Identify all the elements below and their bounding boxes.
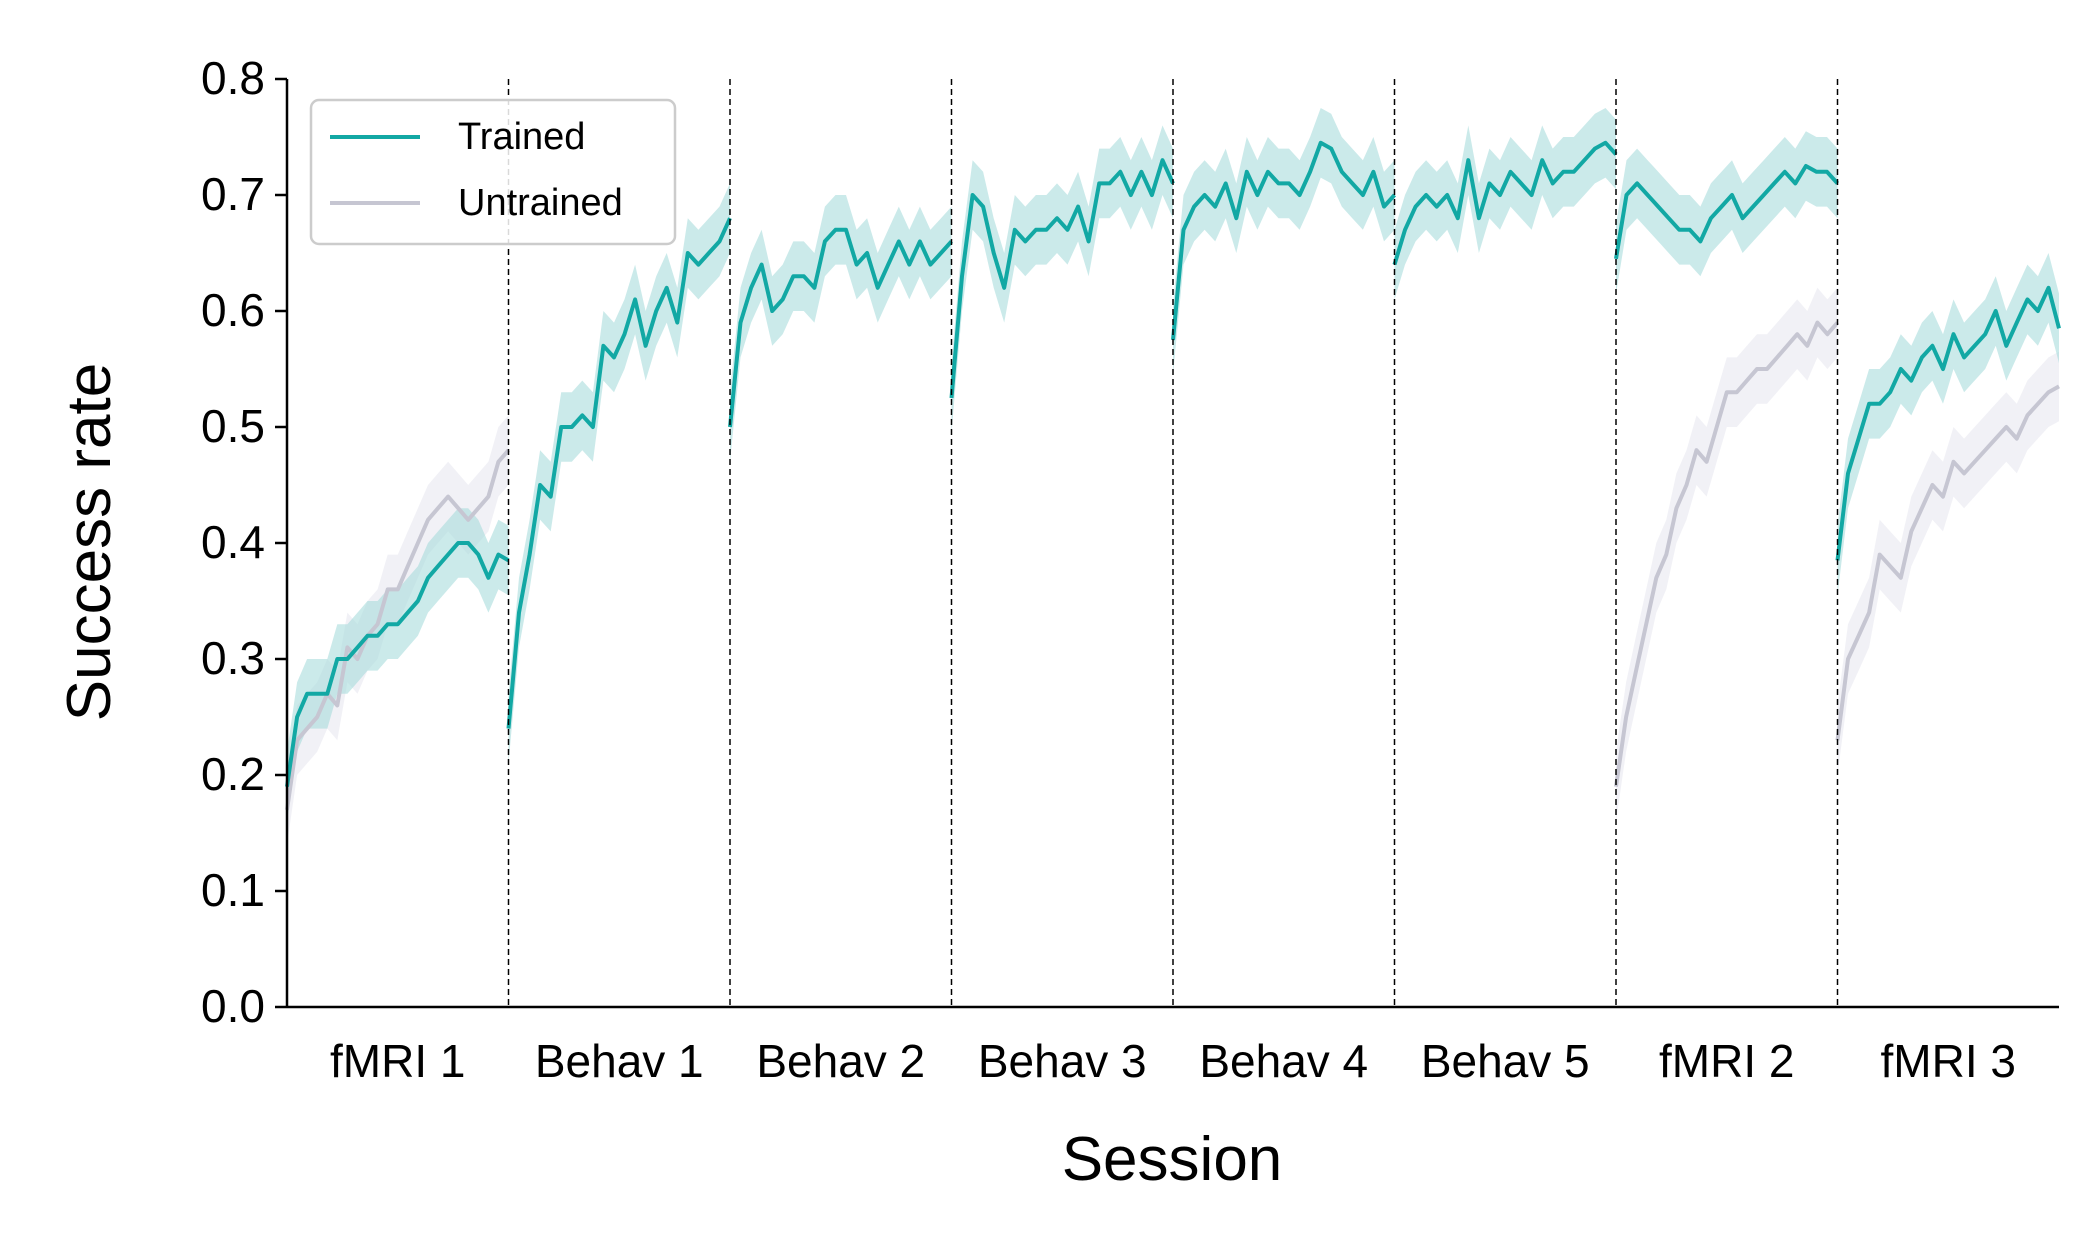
legend-label-untrained: Untrained (458, 182, 623, 224)
legend-label-trained: Trained (458, 116, 585, 158)
y-tick-label: 0.5 (201, 400, 265, 452)
axis-ticks: 0.0 0.1 0.2 0.3 0.4 0.5 0.6 0.7 0.8 fMRI 1 Behav 1… (201, 52, 2016, 1087)
y-tick-label: 0.0 (201, 980, 265, 1032)
y-tick-label: 0.4 (201, 516, 265, 568)
x-tick-label: Behav 1 (535, 1035, 704, 1087)
line-trained-3 (728, 227, 953, 428)
line-trained-5 (1171, 140, 1396, 341)
y-tick-label: 0.7 (201, 168, 265, 220)
x-tick-label: Behav 2 (756, 1035, 925, 1087)
band-trained-5 (1173, 108, 1395, 375)
y-tick-label: 0.2 (201, 748, 265, 800)
line-trained-7 (1614, 164, 1839, 260)
band-trained-7 (1616, 131, 1838, 294)
legend: Trained Untrained (309, 98, 677, 246)
x-tick-label: Behav 5 (1421, 1035, 1590, 1087)
line-trained-6 (1392, 140, 1618, 266)
series-lines (285, 140, 2061, 811)
x-tick-label: fMRI 3 (1881, 1035, 2016, 1087)
band-trained-1 (287, 508, 509, 822)
y-tick-label: 0.3 (201, 632, 265, 684)
line-trained-8 (1835, 285, 2061, 561)
x-tick-label: fMRI 1 (330, 1035, 465, 1087)
band-untrained-8 (1837, 351, 2059, 775)
y-axis-label: Success rate (55, 363, 124, 721)
x-tick-label: fMRI 2 (1659, 1035, 1794, 1087)
band-untrained-7 (1616, 287, 1838, 822)
band-trained-6 (1394, 108, 1616, 300)
line-untrained-8 (1835, 384, 2060, 741)
x-axis-label: Session (1062, 1125, 1283, 1194)
band-trained-4 (951, 125, 1173, 433)
line-trained-2 (506, 217, 732, 729)
y-tick-label: 0.6 (201, 284, 265, 336)
y-tick-label: 0.1 (201, 864, 265, 916)
band-trained-3 (730, 195, 952, 462)
band-trained-2 (508, 183, 730, 764)
y-tick-label: 0.8 (201, 52, 265, 104)
x-tick-label: Behav 3 (978, 1035, 1147, 1087)
line-trained-4 (949, 158, 1175, 399)
x-tick-label: Behav 4 (1199, 1035, 1368, 1087)
